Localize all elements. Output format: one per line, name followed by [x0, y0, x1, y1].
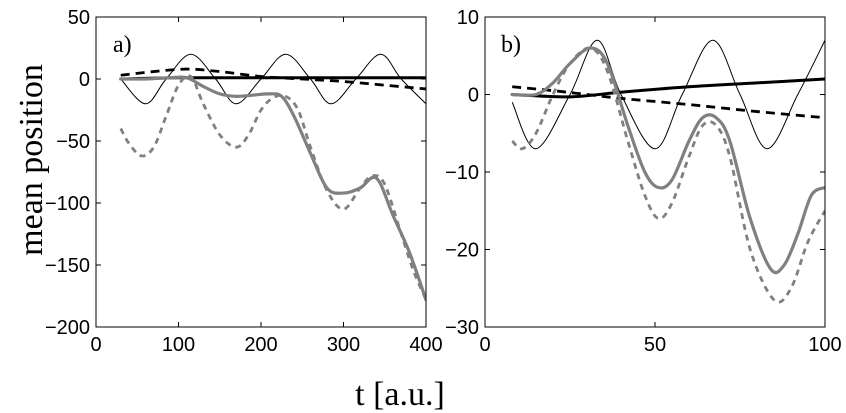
panel-a-xtick-label: 100 [162, 334, 195, 356]
panel-b-xtick-label: 0 [479, 334, 490, 356]
panel-a-ytick-label: −200 [45, 317, 90, 339]
panel-a-label: a) [113, 32, 132, 58]
x-axis-title: t [a.u.] [355, 376, 445, 413]
y-axis-title: mean position [13, 64, 50, 256]
panel-a-xtick-label: 400 [409, 334, 442, 356]
panel-a-series-thick-dashed-black [120, 67, 426, 91]
panel-a-ytick-label: 0 [79, 69, 90, 91]
panel-a-ytick-label: 50 [68, 7, 90, 29]
panel-b-ytick-label: −30 [445, 317, 479, 339]
panel-a-ytick-label: −50 [56, 131, 90, 153]
panel-a-xtick-label: 200 [244, 334, 277, 356]
panel-a-xtick-label: 0 [90, 334, 101, 356]
panel-a-ytick-label: −100 [45, 193, 90, 215]
panel-b-series-thick-solid-black [510, 77, 825, 99]
panel-b-series-thick-dashed-black [512, 85, 825, 120]
panel-b-label: b) [501, 32, 521, 58]
panel-b-ytick-label: 0 [468, 85, 479, 107]
panel-b-ytick-label: 10 [457, 7, 479, 29]
panel-a-series-thick-solid-gray [119, 75, 426, 302]
panel-b-ytick-label: −20 [445, 240, 479, 262]
panel-b-ytick-label: −10 [445, 162, 479, 184]
panel-b-series-thick-dashed-gray [511, 46, 825, 304]
panel-b-xtick-label: 50 [644, 334, 666, 356]
panel-a-xtick-label: 300 [327, 334, 360, 356]
panel-b-xtick-label: 100 [808, 334, 841, 356]
panel-a-ytick-label: −150 [45, 255, 90, 277]
panel-a-series-thick-dashed-gray [119, 74, 426, 301]
